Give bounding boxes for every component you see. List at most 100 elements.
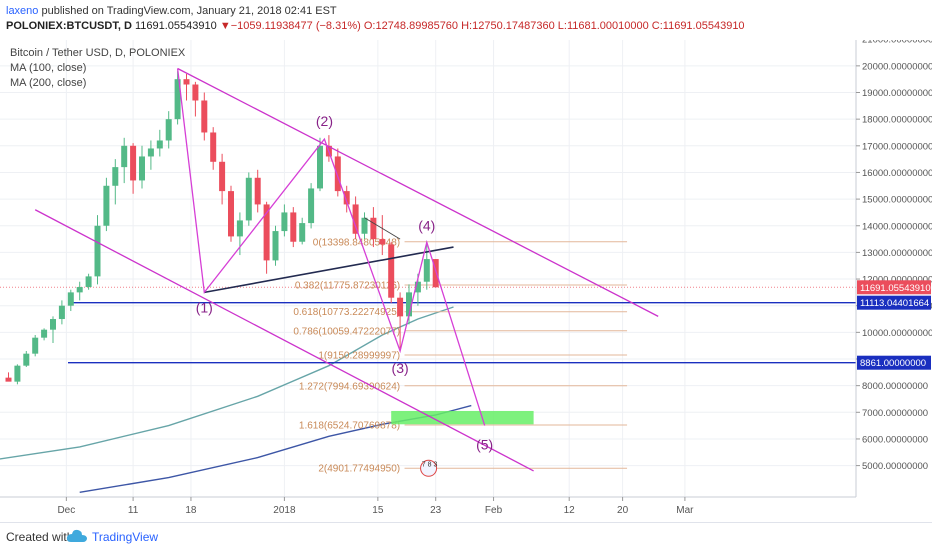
legend-ma200[interactable]: MA (200, close) <box>10 77 87 89</box>
price-tick-label: 20000.00000000 <box>862 61 932 72</box>
candle-body <box>414 281 421 293</box>
legend-ma100[interactable]: MA (100, close) <box>10 62 87 74</box>
close-value: C:11691.05543910 <box>651 20 745 32</box>
small-trendline[interactable] <box>364 217 401 240</box>
candle-body <box>23 353 30 366</box>
price-tick-label: 5000.00000000 <box>862 461 928 472</box>
fib-level-label: 2(4901.77494950) <box>318 464 400 475</box>
author-link[interactable]: laxeno <box>6 5 39 17</box>
chart-legend: Bitcoin / Tether USD, D, POLONIEX MA (10… <box>10 46 185 91</box>
candle-body <box>379 239 386 245</box>
fib-level-label: 1.618(6524.70769878) <box>299 420 400 431</box>
level-price-badge-text: 11113.04401664 <box>860 298 929 309</box>
price-tick-label: 19000.00000000 <box>862 88 932 99</box>
change-value: −1059.11938477 (−8.31%) <box>230 20 361 32</box>
last-price: 11691.05543910 <box>134 20 217 32</box>
candle-body <box>210 132 217 162</box>
elliott-wave-path[interactable] <box>176 68 486 426</box>
fib-level-label: 0.382(11775.87230116) <box>295 281 400 292</box>
candle-body <box>85 276 92 288</box>
candle-body <box>397 297 404 317</box>
candles <box>5 71 439 385</box>
last-price-badge <box>857 280 931 295</box>
wave-label: (3) <box>392 360 409 376</box>
axes: 5000.00000000 6000.00000000 7000.00000000 8… <box>0 40 932 522</box>
change-arrow-icon: ▼ <box>219 20 231 32</box>
candle-body <box>201 100 208 133</box>
time-tick-label: Feb <box>485 505 503 516</box>
wedge-upper-line[interactable] <box>177 67 659 317</box>
moving-averages <box>0 306 472 493</box>
candle-body <box>406 292 412 317</box>
price-tick-label: 14000.00000000 <box>862 221 932 232</box>
tradingview-brand[interactable]: TradingView <box>92 530 159 544</box>
time-tick-label: 12 <box>564 505 576 516</box>
candle-body <box>130 145 137 181</box>
time-tick-label: 18 <box>185 505 197 516</box>
candle-body <box>14 365 21 382</box>
open-value: O:12748.89985760 <box>363 20 459 32</box>
level-price-badge <box>857 355 931 370</box>
price-tick-label: 18000.00000000 <box>862 115 932 126</box>
fib-level-label: 1.272(7994.69390624) <box>299 381 400 392</box>
candle-body <box>76 287 83 293</box>
created-with-text: Created with <box>6 530 74 544</box>
candle-body <box>94 225 101 277</box>
candle-body <box>41 329 48 338</box>
candle-body <box>67 292 74 306</box>
candle-body <box>147 148 154 157</box>
time-tick-label: 20 <box>617 505 629 516</box>
symbol-label[interactable]: POLONIEX:BTCUSDT, D <box>6 20 132 32</box>
candle-body <box>183 79 190 85</box>
candle-body <box>317 145 323 189</box>
tradingview-cloud-icon <box>66 529 87 542</box>
publish-line: laxeno published on TradingView.com, Jan… <box>6 5 337 17</box>
fib-level-label: 0(13398.84805048) <box>313 237 400 248</box>
candle-body <box>308 188 315 224</box>
candle-body <box>219 161 226 192</box>
price-tick-label: 13000.00000000 <box>862 248 932 259</box>
candle-body <box>103 185 110 226</box>
candle-body <box>139 156 145 181</box>
candle-body <box>112 167 119 186</box>
candle-body <box>50 319 56 330</box>
ohlc-line: POLONIEX:BTCUSDT, D 11691.05543910 ▼−105… <box>6 20 745 32</box>
wave-label: (2) <box>316 113 333 129</box>
fib-level-label: 1(9150.28999997) <box>318 350 400 361</box>
candle-body <box>236 220 243 237</box>
candle-body <box>352 204 359 234</box>
candle-body <box>334 156 341 192</box>
candle-body <box>245 177 252 221</box>
candle-body <box>58 305 65 320</box>
price-tick-label: 15000.00000000 <box>862 195 932 206</box>
drawings: (1) (2) (3) (4) (5) 7 8 3 <box>34 67 659 477</box>
candle-body <box>263 204 270 261</box>
candle-body <box>343 191 350 205</box>
candle-body <box>370 217 377 240</box>
price-tick-label: 7000.00000000 <box>862 408 928 419</box>
wave-label: (1) <box>196 299 213 315</box>
trendline[interactable] <box>204 246 454 294</box>
event-marker-label: 7 8 3 <box>422 461 438 468</box>
fib-level-label: 0.786(10059.47222077) <box>293 326 400 337</box>
candle-body <box>432 259 439 288</box>
target-zone[interactable] <box>391 410 534 425</box>
wedge-lower-line[interactable] <box>34 209 534 472</box>
candle-body <box>174 79 181 120</box>
candle-body <box>5 377 12 382</box>
price-tick-label: 16000.00000000 <box>862 168 932 179</box>
time-tick-label: Mar <box>676 505 694 516</box>
high-value: H:12750.17487360 <box>461 20 555 32</box>
candle-body <box>165 119 172 141</box>
time-tick-label: 23 <box>430 505 442 516</box>
candle-body <box>423 259 430 282</box>
fib-level-label: 0.618(10773.22274925) <box>293 307 400 318</box>
candle-body <box>254 177 261 205</box>
event-flag-icon[interactable] <box>420 459 438 477</box>
legend-title: Bitcoin / Tether USD, D, POLONIEX <box>10 47 186 59</box>
fibonacci-levels: 0(13398.84805048) 0.382(11775.87230116) 0.… <box>293 237 628 475</box>
price-tick-label: 8000.00000000 <box>862 381 928 392</box>
price-chart[interactable]: 0(13398.84805048) 0.382(11775.87230116) 0.… <box>0 40 932 522</box>
candle-body <box>281 212 288 232</box>
published-text: published on TradingView.com, January 21… <box>38 5 337 17</box>
